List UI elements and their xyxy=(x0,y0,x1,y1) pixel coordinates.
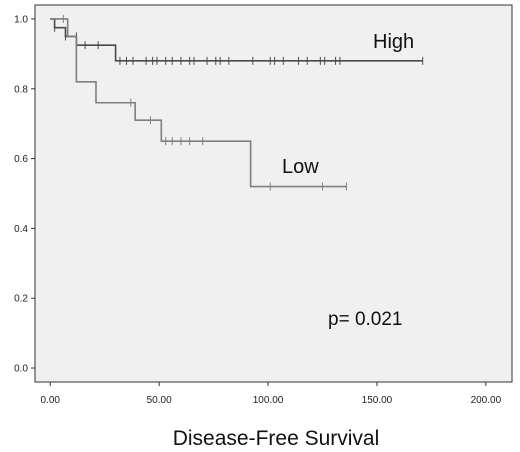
x-tick-label: 0.00 xyxy=(41,395,61,406)
x-tick-label: 150.00 xyxy=(362,395,393,406)
survival-curve-low xyxy=(50,18,347,188)
y-tick-label: 0.0 xyxy=(14,364,28,375)
x-tick-label: 100.00 xyxy=(253,395,284,406)
y-axis: 0.0 0.2 0.4 0.6 0.8 1.0 xyxy=(14,14,35,375)
plot-area xyxy=(34,4,513,383)
y-tick-label: 1.0 xyxy=(14,14,28,25)
series-layer xyxy=(50,14,424,191)
series-label-low: Low xyxy=(282,156,319,178)
x-tick-label: 200.00 xyxy=(471,395,502,406)
y-tick-label: 0.2 xyxy=(14,294,28,305)
series-label-high: High xyxy=(373,31,414,53)
y-tick-label: 0.6 xyxy=(14,154,28,165)
y-tick-label: 0.8 xyxy=(14,84,28,95)
x-tick-label: 50.00 xyxy=(147,395,172,406)
x-axis: 0.00 50.00 100.00 150.00 200.00 xyxy=(41,382,502,406)
x-axis-title: Disease-Free Survival xyxy=(173,427,380,450)
y-tick-label: 0.4 xyxy=(14,224,28,235)
p-value-annotation: p= 0.021 xyxy=(328,309,403,330)
